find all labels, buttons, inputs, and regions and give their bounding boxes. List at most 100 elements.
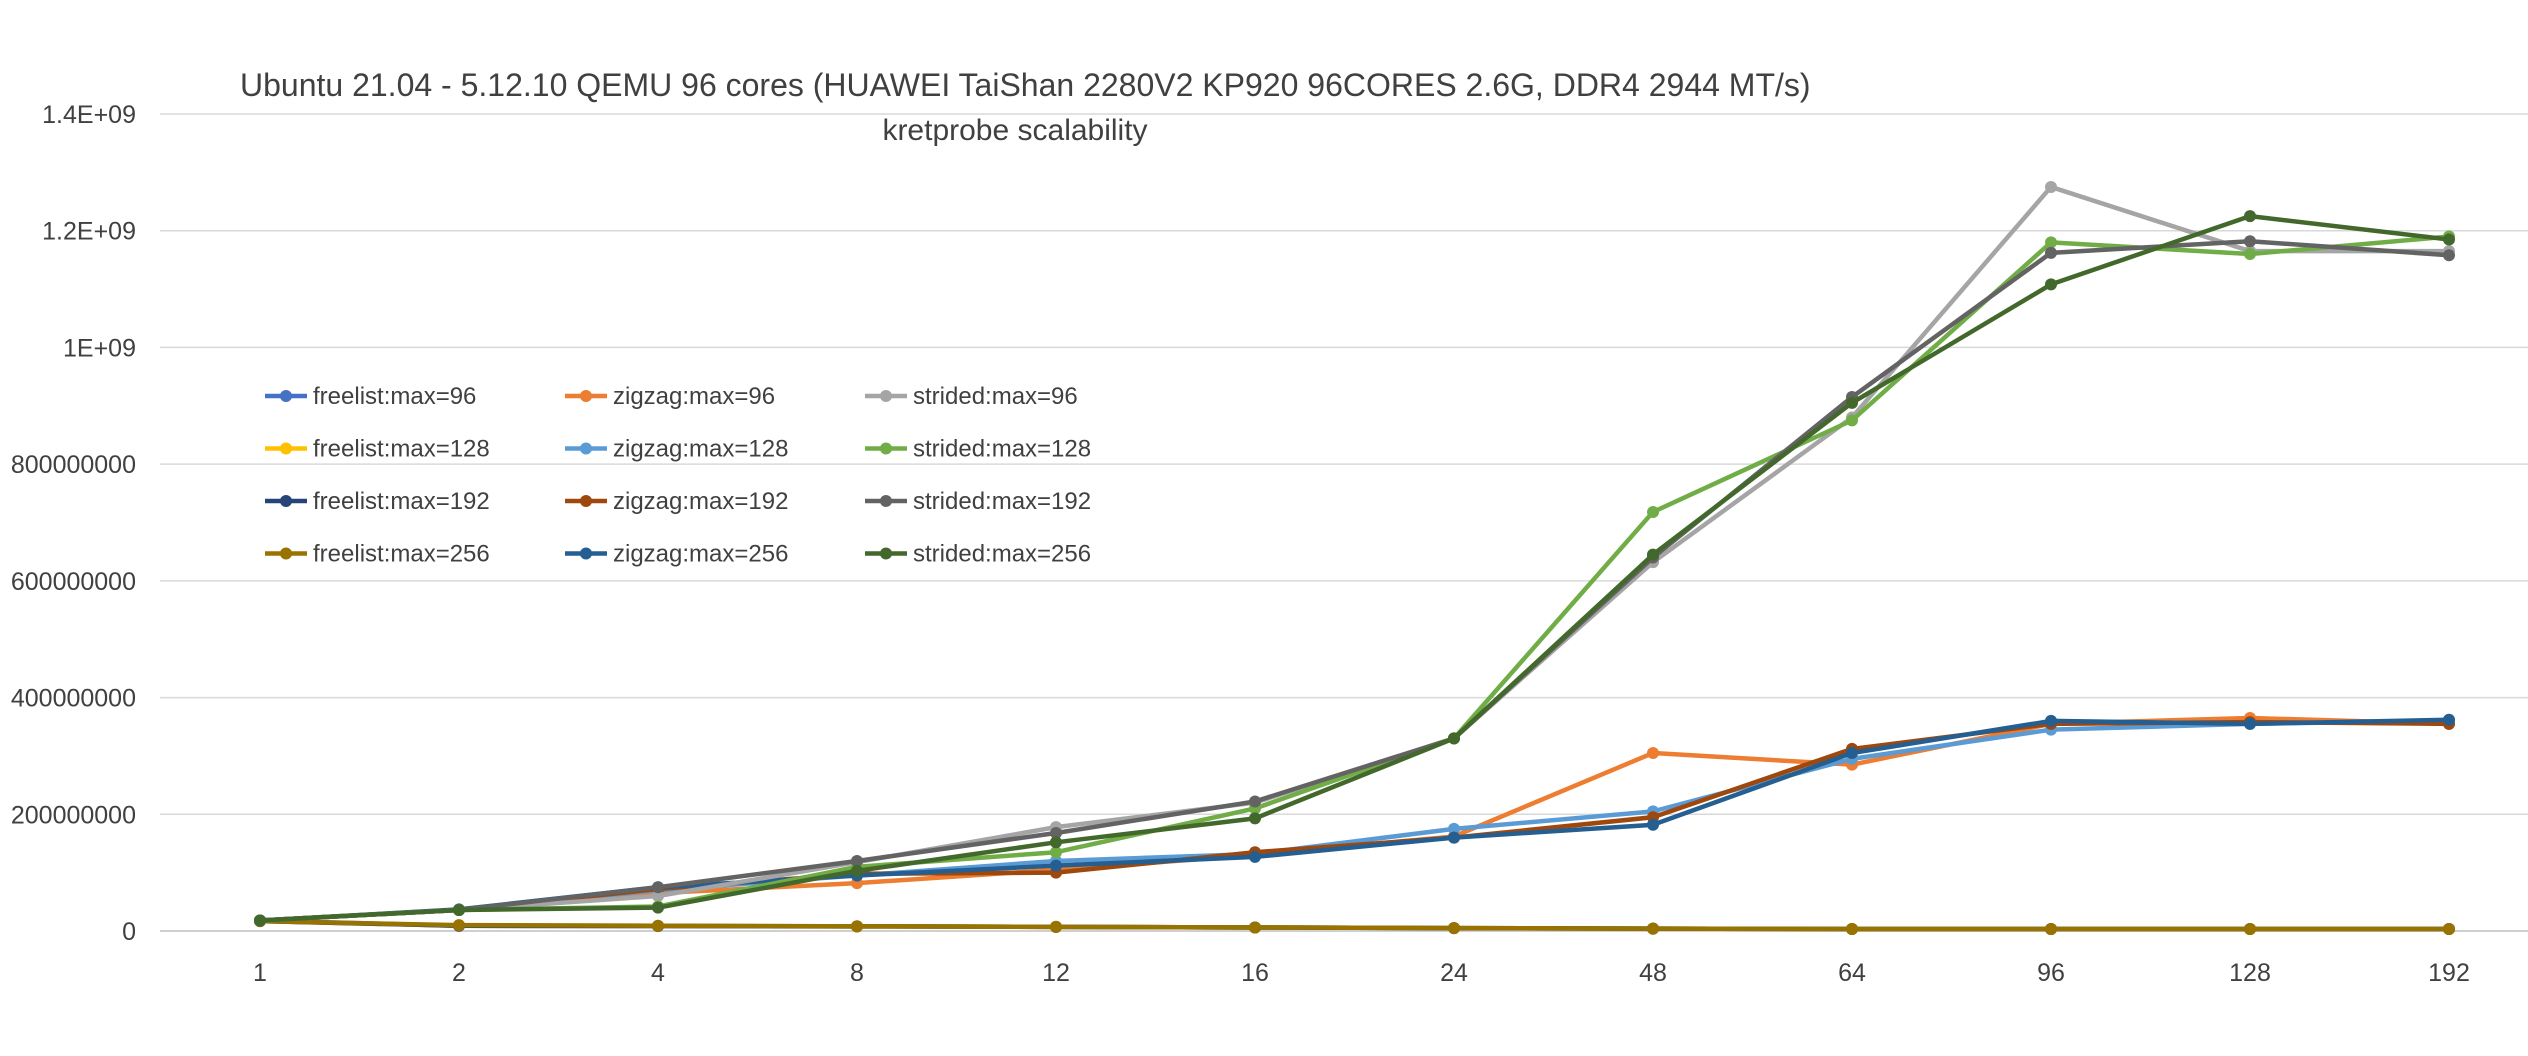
x-tick-label: 24 xyxy=(1440,959,1468,987)
data-point xyxy=(652,889,664,902)
legend-item: freelist:max=256 xyxy=(265,541,490,568)
data-point xyxy=(2443,249,2455,262)
series-freelist-max-256 xyxy=(254,915,2455,935)
data-point xyxy=(1050,920,1062,933)
data-point xyxy=(2045,236,2057,249)
legend-label: strided:max=96 xyxy=(913,383,1078,410)
data-point xyxy=(2443,713,2455,726)
data-point xyxy=(851,854,863,867)
legend-item: strided:max=256 xyxy=(865,541,1091,568)
series-line xyxy=(257,238,2452,923)
data-point xyxy=(2244,235,2256,248)
x-tick-label: 96 xyxy=(2037,959,2065,987)
data-point xyxy=(1249,812,1261,825)
legend-swatch-marker xyxy=(880,547,892,560)
legend-label: zigzag:max=128 xyxy=(613,436,788,463)
legend-label: freelist:max=256 xyxy=(313,541,490,568)
series-strided-max-256 xyxy=(254,210,2455,927)
data-point xyxy=(1050,846,1062,859)
legend-item: freelist:max=192 xyxy=(265,488,490,515)
legend-label: zigzag:max=96 xyxy=(613,383,775,410)
data-point xyxy=(1647,548,1659,561)
x-tick-label: 192 xyxy=(2428,959,2470,987)
y-axis-tick-labels: 0 200000000 400000000 600000000 800000000 1E+… xyxy=(11,101,136,946)
data-point xyxy=(2244,717,2256,730)
legend-item: zigzag:max=192 xyxy=(565,488,788,515)
data-point xyxy=(2244,922,2256,935)
data-point xyxy=(851,864,863,877)
data-point xyxy=(652,881,664,894)
legend-swatch-marker xyxy=(880,390,892,402)
data-point xyxy=(2045,246,2057,259)
y-tick-label: 600000000 xyxy=(11,568,136,596)
legend-label: zigzag:max=192 xyxy=(613,488,788,515)
legend-label: freelist:max=96 xyxy=(313,383,476,410)
legend-swatch-marker xyxy=(880,495,892,507)
data-point xyxy=(1448,831,1460,844)
data-point xyxy=(1448,822,1460,835)
legend-item: strided:max=128 xyxy=(865,436,1091,463)
x-tick-label: 4 xyxy=(651,959,665,987)
data-point xyxy=(1249,795,1261,808)
legend-label: zigzag:max=256 xyxy=(613,541,788,568)
legend-item: strided:max=96 xyxy=(865,383,1078,410)
legend-label: strided:max=192 xyxy=(913,488,1091,515)
legend-item: zigzag:max=96 xyxy=(565,383,775,410)
legend-swatch-marker xyxy=(880,442,892,455)
y-tick-label: 1.2E+09 xyxy=(42,218,136,246)
legend-swatch-marker xyxy=(280,495,292,507)
legend: freelist:max=96 zigzag:max=96 strided:max=… xyxy=(265,383,1091,568)
chart-subtitle: kretprobe scalability xyxy=(882,114,1147,147)
data-point xyxy=(1249,921,1261,934)
data-point xyxy=(1249,850,1261,863)
x-tick-label: 64 xyxy=(1838,959,1866,987)
legend-label: freelist:max=192 xyxy=(313,488,490,515)
x-tick-label: 128 xyxy=(2229,959,2271,987)
x-tick-label: 8 xyxy=(850,959,864,987)
x-tick-label: 2 xyxy=(452,959,466,987)
y-tick-label: 200000000 xyxy=(11,801,136,829)
legend-label: strided:max=256 xyxy=(913,541,1091,568)
data-point xyxy=(453,903,465,916)
legend-label: freelist:max=128 xyxy=(313,436,490,463)
data-point xyxy=(1846,922,1858,935)
x-tick-label: 12 xyxy=(1042,959,1070,987)
data-point xyxy=(2244,248,2256,261)
legend-item: freelist:max=96 xyxy=(265,383,476,410)
series-line xyxy=(257,918,2452,932)
data-point xyxy=(851,920,863,933)
data-point xyxy=(1647,818,1659,831)
data-point xyxy=(1647,922,1659,935)
x-axis-tick-labels: 1 2 4 8 12 16 24 48 64 96 128 192 xyxy=(253,959,2470,987)
legend-swatch-marker xyxy=(580,495,592,507)
y-tick-label: 800000000 xyxy=(11,451,136,479)
data-point xyxy=(1050,826,1062,839)
data-point xyxy=(1647,505,1659,518)
legend-swatch-marker xyxy=(580,442,592,455)
series-line xyxy=(257,213,2452,923)
x-tick-label: 1 xyxy=(253,959,267,987)
data-point xyxy=(1050,859,1062,872)
legend-swatch-marker xyxy=(280,547,292,560)
y-tick-label: 1.4E+09 xyxy=(42,101,136,129)
legend-item: zigzag:max=256 xyxy=(565,541,788,568)
data-point xyxy=(2443,233,2455,246)
data-point xyxy=(1448,922,1460,935)
legend-swatch-marker xyxy=(280,442,292,455)
data-point xyxy=(2045,922,2057,935)
data-point xyxy=(1846,747,1858,760)
data-point xyxy=(2045,714,2057,727)
x-tick-label: 16 xyxy=(1241,959,1269,987)
data-point xyxy=(1448,732,1460,745)
gridlines xyxy=(160,113,2528,932)
data-point xyxy=(2443,922,2455,935)
x-tick-label: 48 xyxy=(1639,959,1667,987)
legend-swatch-marker xyxy=(580,547,592,560)
data-point xyxy=(1050,836,1062,849)
series-lines xyxy=(254,180,2455,935)
legend-item: freelist:max=128 xyxy=(265,436,490,463)
data-point xyxy=(2244,210,2256,223)
data-point xyxy=(1647,747,1659,760)
